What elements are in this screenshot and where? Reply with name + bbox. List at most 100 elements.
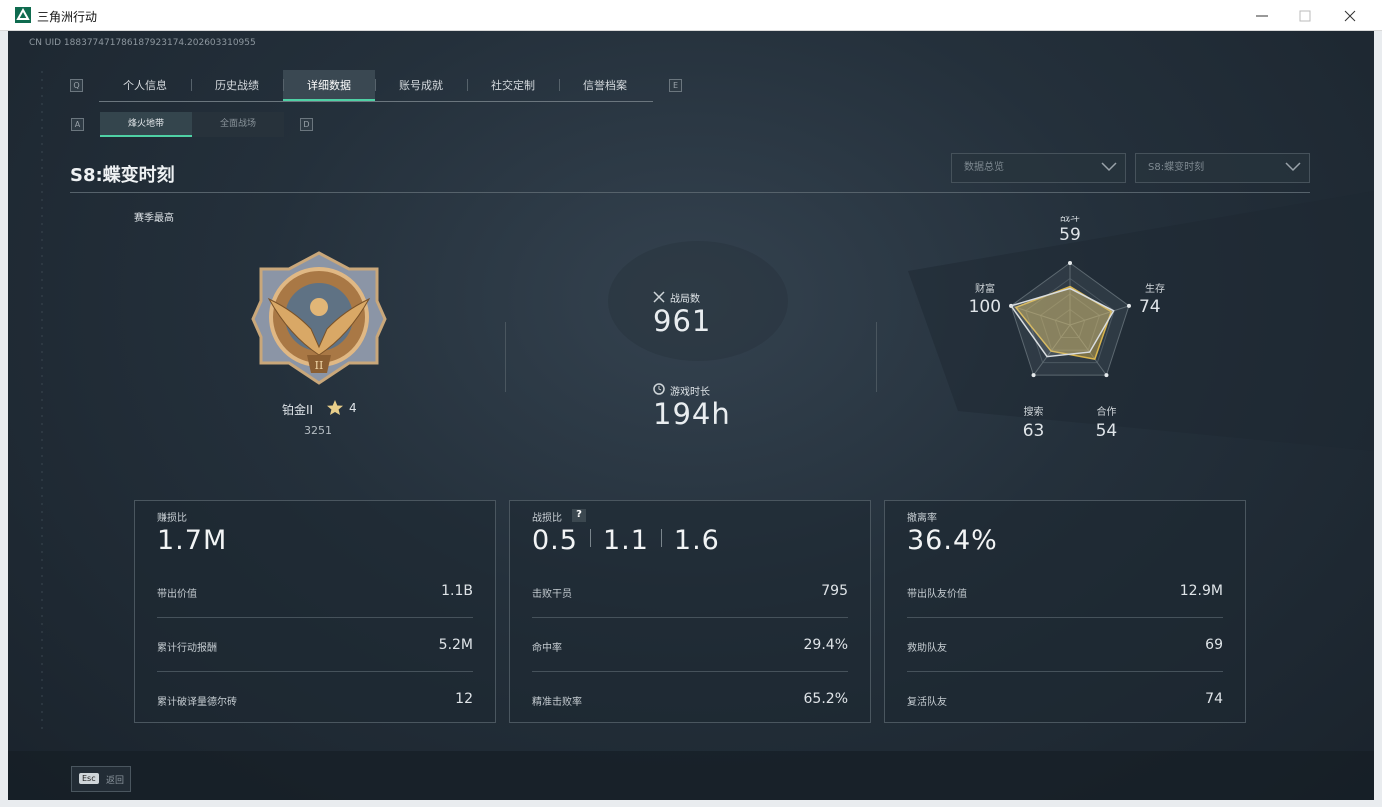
rank-stars: 4 bbox=[349, 401, 357, 415]
rank-name: 铂金II bbox=[282, 403, 314, 417]
dropdown[interactable]: S8:蝶变时刻 bbox=[1135, 153, 1310, 183]
tab-separator bbox=[191, 79, 192, 91]
app-icon bbox=[15, 7, 31, 23]
row-label: 累计行动报酬 bbox=[157, 643, 217, 654]
radar-vertex bbox=[1104, 373, 1109, 378]
card-value: 36.4% bbox=[907, 525, 998, 556]
row-value: 5.2M bbox=[438, 637, 473, 653]
tab-separator bbox=[375, 79, 376, 91]
row-label: 带出价值 bbox=[157, 589, 197, 600]
row-label: 复活队友 bbox=[907, 697, 947, 708]
card-row: 复活队友 74 bbox=[907, 691, 1223, 713]
game-window: CN UID 188377471786187923174.20260331095… bbox=[8, 31, 1374, 800]
season-title: S8:蝶变时刻 bbox=[70, 165, 175, 186]
tab[interactable]: 社交定制 bbox=[491, 79, 535, 92]
radar-axis-label: 财富 bbox=[975, 282, 995, 295]
radar-spoke bbox=[1010, 305, 1071, 326]
radar-vertex bbox=[1126, 303, 1131, 308]
tab[interactable]: 个人信息 bbox=[123, 79, 167, 92]
card-row: 累计破译量德尔砖 12 bbox=[157, 691, 473, 713]
card-values: 1.7M bbox=[157, 525, 227, 556]
row-label: 命中率 bbox=[532, 643, 562, 654]
row-label: 带出队友价值 bbox=[907, 589, 967, 600]
stat-label: 战局数 bbox=[670, 294, 700, 305]
row-rule bbox=[907, 671, 1223, 672]
card-row: 击败干员 795 bbox=[532, 583, 848, 605]
title-rule bbox=[70, 192, 1310, 193]
uid: CN UID 188377471786187923174.20260331095… bbox=[29, 38, 256, 48]
rank-heading: 赛季最高 bbox=[134, 213, 174, 224]
tab-rule bbox=[99, 101, 653, 102]
card-row: 累计行动报酬 5.2M bbox=[157, 637, 473, 659]
row-label: 精准击败率 bbox=[532, 697, 582, 708]
tab[interactable]: 账号成就 bbox=[399, 79, 443, 92]
back-label: 返回 bbox=[106, 776, 125, 786]
divider bbox=[876, 322, 877, 392]
card-values: 36.4% bbox=[907, 525, 998, 556]
rank-medal: II bbox=[251, 251, 387, 385]
tab-separator bbox=[467, 79, 468, 91]
tab[interactable]: 历史战绩 bbox=[215, 79, 259, 92]
card-values: 0.5 1.1 1.6 bbox=[532, 525, 720, 556]
key-hint: D bbox=[300, 118, 313, 131]
value-separator bbox=[589, 529, 591, 547]
radar-value: 74 bbox=[1139, 297, 1161, 317]
tab-separator bbox=[559, 79, 560, 91]
card-value: 0.5 bbox=[532, 525, 578, 556]
row-value: 65.2% bbox=[803, 691, 848, 707]
rank-score: 3251 bbox=[304, 424, 332, 437]
radar-spoke bbox=[1033, 324, 1071, 376]
card-label: 撤离率 bbox=[907, 513, 937, 524]
row-rule bbox=[532, 617, 848, 618]
row-value: 74 bbox=[1205, 691, 1223, 707]
row-rule bbox=[157, 617, 473, 618]
stat-card: 战损比? 0.5 1.1 1.6 击败干员 795 命中率 29.4% 精准击败率 65.2% bbox=[509, 500, 871, 723]
subtab[interactable]: 全面战场 bbox=[192, 112, 284, 137]
back-button[interactable]: Esc 返回 bbox=[71, 766, 131, 792]
key-hint: Q bbox=[70, 79, 83, 92]
radar-series bbox=[1009, 287, 1115, 358]
radar-value: 100 bbox=[969, 297, 1001, 317]
radar-series bbox=[1014, 285, 1113, 360]
row-value: 1.1B bbox=[441, 583, 473, 599]
subtab[interactable]: 烽火地带 bbox=[100, 112, 192, 137]
card-label: 赚损比 bbox=[157, 513, 187, 524]
row-value: 69 bbox=[1205, 637, 1223, 653]
stat-card: 撤离率 36.4% 带出队友价值 12.9M 救助队友 69 复活队友 74 bbox=[884, 500, 1246, 723]
row-label: 救助队友 bbox=[907, 643, 947, 654]
window-title: 三角洲行动 bbox=[37, 10, 98, 24]
card-row: 带出队友价值 12.9M bbox=[907, 583, 1223, 605]
star-icon bbox=[327, 400, 343, 415]
tab[interactable]: 详细数据 bbox=[283, 70, 375, 101]
row-label: 击败干员 bbox=[532, 589, 572, 600]
radar-spoke bbox=[1069, 324, 1107, 376]
radar-chart: 战斗59生存74合作54搜索63财富100赛季平均最近十场 bbox=[969, 216, 1165, 441]
dropdown[interactable]: 数据总览 bbox=[951, 153, 1126, 183]
card-value: 1.6 bbox=[673, 525, 720, 556]
radar-axis-label: 生存 bbox=[1145, 282, 1165, 295]
dropdown-label: S8:蝶变时刻 bbox=[1148, 162, 1205, 173]
row-value: 12 bbox=[455, 691, 473, 707]
tab[interactable]: 信誉档案 bbox=[583, 79, 627, 92]
window-controls[interactable] bbox=[1250, 8, 1370, 24]
row-value: 29.4% bbox=[803, 637, 848, 653]
row-value: 795 bbox=[821, 583, 848, 599]
title-bar: 三角洲行动 bbox=[0, 0, 1382, 31]
radar-axis-label: 搜索 bbox=[1024, 405, 1044, 418]
card-row: 带出价值 1.1B bbox=[157, 583, 473, 605]
row-rule bbox=[157, 671, 473, 672]
card-row: 命中率 29.4% bbox=[532, 637, 848, 659]
stat-value: 194h bbox=[653, 397, 731, 431]
key-hint: A bbox=[71, 118, 84, 131]
backdrop bbox=[8, 71, 1374, 800]
row-value: 12.9M bbox=[1179, 583, 1223, 599]
stat-card: 赚损比 1.7M 带出价值 1.1B 累计行动报酬 5.2M 累计破译量德尔砖 12 bbox=[134, 500, 496, 723]
help-icon[interactable]: ? bbox=[572, 509, 586, 522]
stat-value: 961 bbox=[653, 304, 712, 338]
key-hint: Esc bbox=[79, 773, 99, 784]
radar-axis-label: 战斗 bbox=[1060, 216, 1080, 224]
key-hint: E bbox=[669, 79, 682, 92]
card-value: 1.1 bbox=[602, 525, 649, 556]
card-value: 1.7M bbox=[157, 525, 228, 556]
